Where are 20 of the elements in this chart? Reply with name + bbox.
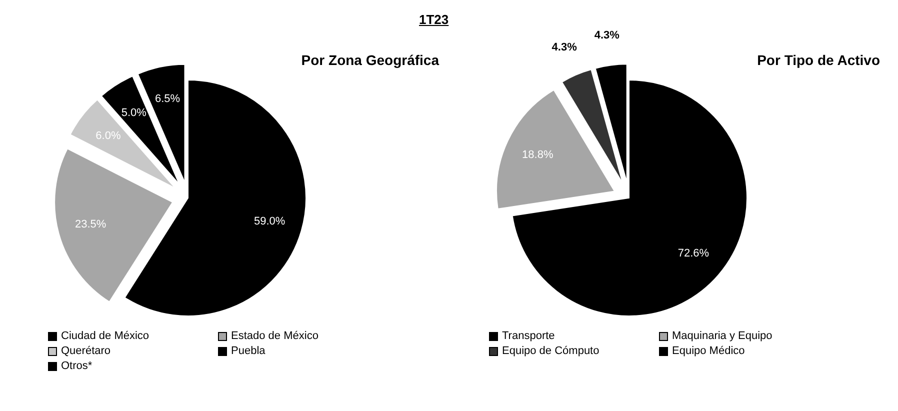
data-label: 4.3% <box>552 41 578 54</box>
text: Por Zona Geográfica <box>301 52 439 68</box>
legend-label: Equipo Médico <box>672 345 745 357</box>
legend-label: Otros* <box>61 360 92 372</box>
data-label: 59.0% <box>254 216 286 228</box>
legend-label: Estado de México <box>231 330 318 342</box>
data-label: 72.6% <box>678 247 710 260</box>
data-label: 6.5% <box>154 93 180 106</box>
legend-label: Maquinaria y Equipo <box>672 330 772 342</box>
legend-label: Equipo de Cómputo <box>502 345 600 357</box>
text: 1T23 <box>419 12 449 27</box>
data-label: 4.3% <box>594 29 620 42</box>
data-label: 18.8% <box>522 149 554 162</box>
legend-label: Transporte <box>502 330 555 342</box>
text: Por Tipo de Activo <box>757 52 880 68</box>
legend-label: Querétaro <box>61 345 111 357</box>
legend-label: Puebla <box>231 345 266 357</box>
data-label: 23.5% <box>75 218 106 231</box>
legend-label: Ciudad de México <box>61 330 150 342</box>
data-label: 5.0% <box>121 106 147 119</box>
